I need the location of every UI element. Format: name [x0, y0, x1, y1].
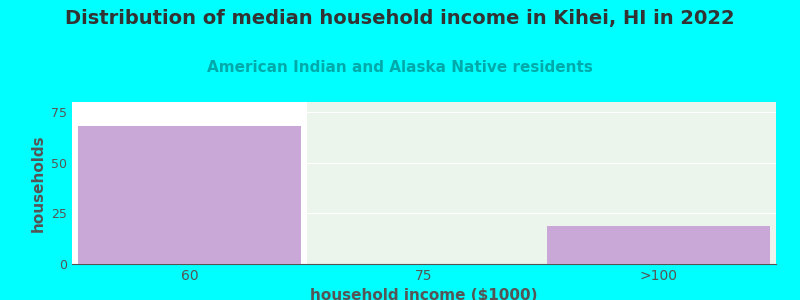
X-axis label: household income ($1000): household income ($1000): [310, 288, 538, 300]
Y-axis label: households: households: [30, 134, 46, 232]
Text: American Indian and Alaska Native residents: American Indian and Alaska Native reside…: [207, 60, 593, 75]
Bar: [78, 126, 301, 264]
Bar: [306, 102, 776, 264]
Text: Distribution of median household income in Kihei, HI in 2022: Distribution of median household income …: [65, 9, 735, 28]
Bar: [547, 226, 770, 264]
